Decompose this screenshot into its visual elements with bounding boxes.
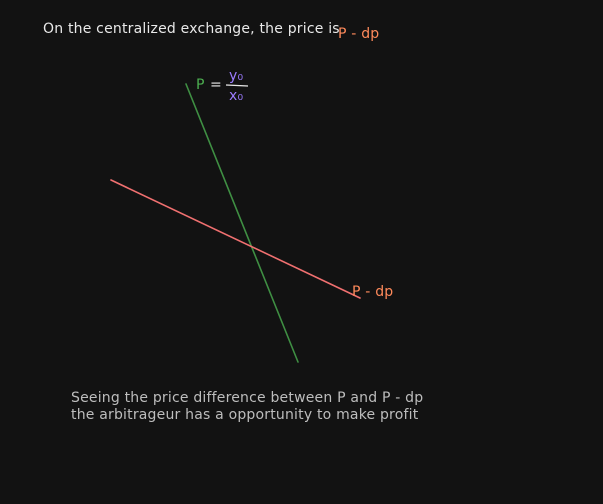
green-price-line — [185, 83, 299, 363]
formula-denominator: x₀ — [229, 88, 243, 104]
formula-lhs: P — [196, 77, 205, 93]
fraction-bar — [225, 84, 249, 87]
red-price-line — [110, 179, 361, 299]
red-line-label: P - dp — [352, 284, 393, 300]
formula-equals: = — [210, 77, 222, 93]
caption-line-1: Seeing the price difference between P an… — [71, 390, 423, 406]
header-price-expression: P - dp — [338, 26, 379, 42]
caption-line-2: the arbitrageur has a opportunity to mak… — [71, 407, 419, 423]
header-text: On the centralized exchange, the price i… — [43, 21, 340, 37]
formula-numerator: y₀ — [229, 68, 243, 84]
